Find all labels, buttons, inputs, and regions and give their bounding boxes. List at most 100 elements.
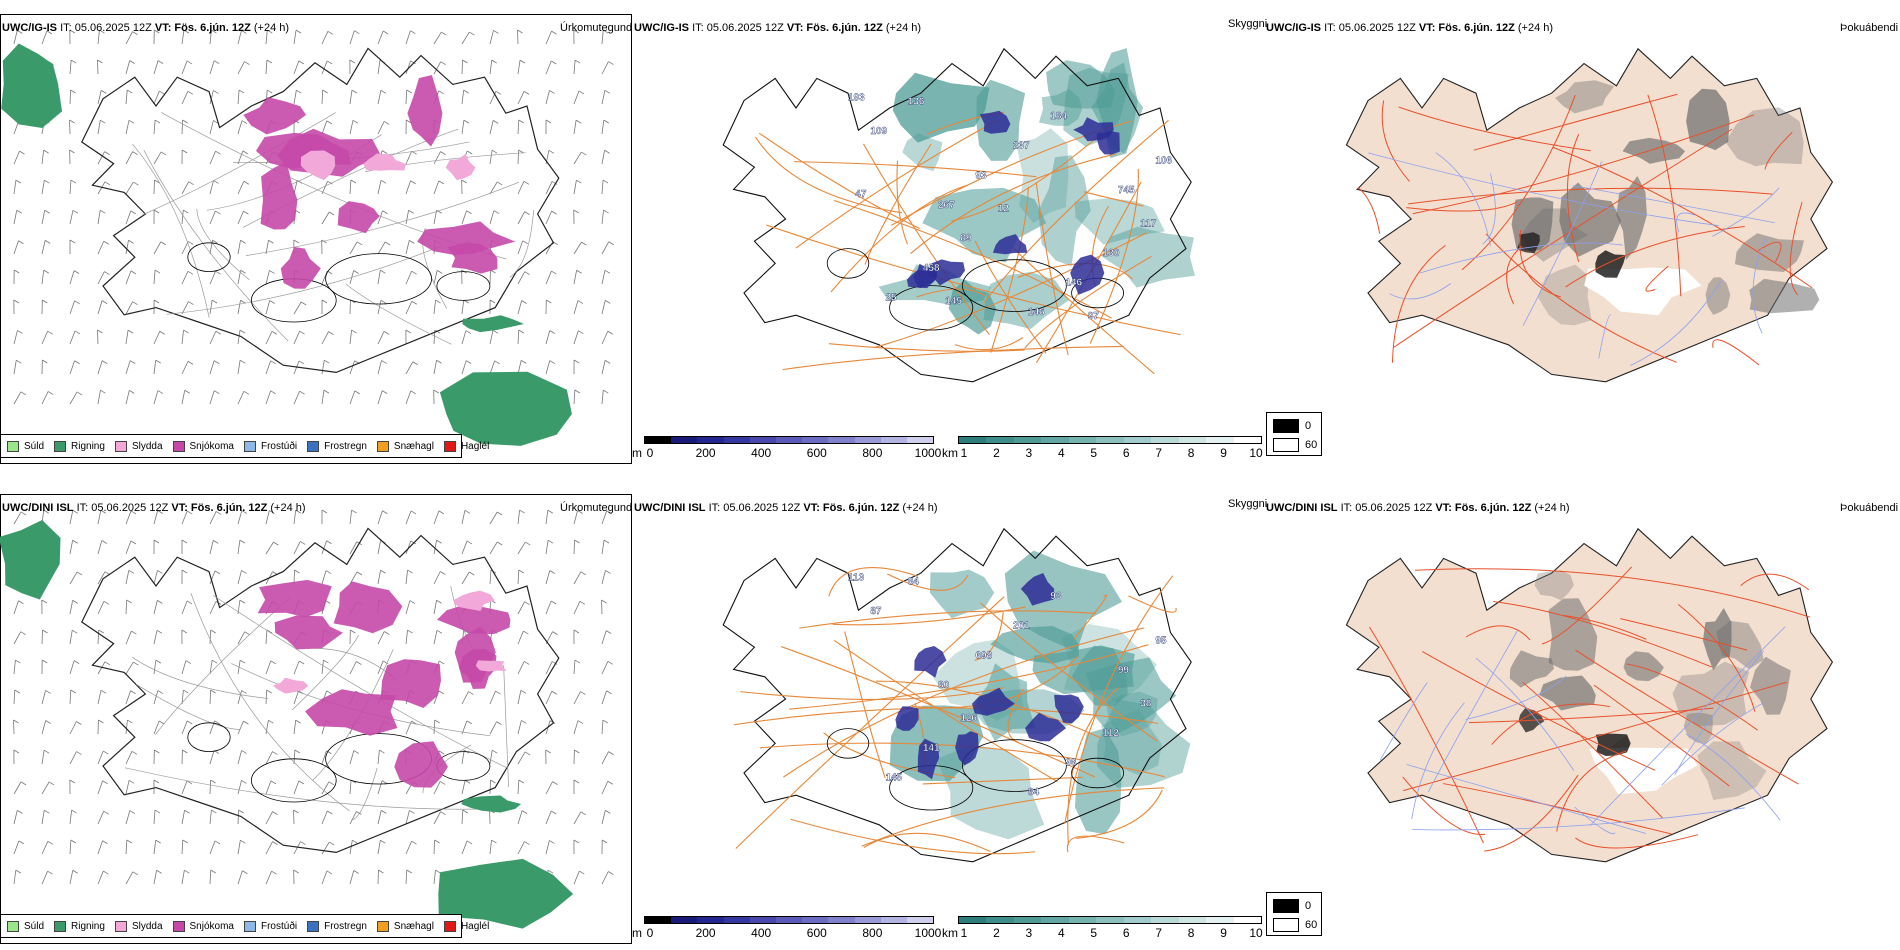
wind-barb-flag	[97, 59, 103, 64]
wind-barb-flag	[604, 89, 611, 94]
wind-barb-flag	[382, 510, 388, 515]
wind-barb-flag	[603, 389, 609, 394]
wind-barb	[13, 360, 17, 375]
wind-barb	[209, 60, 215, 75]
wind-barb	[545, 600, 552, 615]
visibility-colorbar-segment	[1068, 437, 1097, 443]
wind-barb	[209, 331, 217, 345]
wind-barb-flag	[382, 660, 389, 665]
wind-barb-flag	[129, 360, 136, 364]
wind-barb	[601, 120, 605, 135]
wind-barb-flag	[16, 209, 22, 214]
wind-barb-flag	[126, 839, 133, 844]
visibility-colorbar-segment	[1123, 437, 1152, 443]
road-line	[1128, 595, 1177, 613]
wind-barb	[377, 510, 383, 525]
wind-barb-flag	[74, 300, 80, 305]
fog-swatch-0	[1273, 899, 1299, 913]
wind-barb-flag	[577, 300, 584, 304]
wind-barb-flag	[606, 510, 612, 515]
wind-barb	[601, 150, 606, 165]
wind-barb	[377, 241, 386, 255]
wind-barb	[601, 241, 610, 255]
wind-barb-flag	[578, 330, 584, 335]
ceiling-value-label: 80	[938, 680, 950, 691]
wind-barb	[461, 809, 464, 825]
river-line	[1574, 806, 1616, 835]
swatch-frostregn	[307, 440, 320, 452]
wind-barb-flag	[69, 239, 76, 244]
visibility-colorbar-tick-label: 5	[1090, 926, 1098, 940]
wind-barb-flag	[327, 180, 333, 185]
wind-barb	[237, 570, 242, 585]
wind-barb-flag	[410, 30, 416, 35]
ceiling-colorbar-segment	[880, 437, 907, 443]
precip-map-layer	[1, 29, 614, 446]
road-line	[844, 631, 886, 779]
wind-barb-flag	[295, 29, 302, 34]
wind-barb-flag	[352, 119, 359, 124]
road-line	[782, 345, 1124, 371]
swatch-slydda	[114, 440, 127, 452]
wind-barb	[545, 570, 551, 585]
wind-barb-flag	[493, 120, 499, 124]
wind-barb	[349, 180, 352, 195]
wind-barb	[265, 841, 273, 855]
ceiling-value-label: 106	[1155, 156, 1172, 167]
wind-barb-flag	[299, 390, 305, 395]
wind-barb-flag	[213, 360, 220, 364]
road-line	[740, 687, 1004, 700]
wind-barb	[13, 810, 18, 825]
wind-barb	[41, 240, 46, 255]
wind-barb-flag	[44, 179, 50, 184]
wind-barb	[601, 180, 604, 195]
wind-barb-flag	[187, 241, 194, 245]
wind-barb	[405, 60, 412, 75]
road-line	[758, 132, 920, 229]
init-time: IT: 05.06.2025 12Z	[692, 22, 784, 34]
wind-barb	[153, 510, 159, 525]
wind-barb	[405, 89, 408, 105]
ceiling-value-label: 146	[1028, 307, 1045, 318]
wind-barb	[125, 90, 128, 105]
wind-barb	[349, 90, 353, 105]
wind-barb-flag	[549, 330, 555, 334]
wind-barb	[573, 180, 577, 195]
wind-barb-flag	[328, 781, 335, 786]
wind-barb	[181, 870, 185, 885]
ceiling-colorbar-tick-label: 600	[806, 446, 827, 460]
low-visibility-area	[983, 272, 1070, 329]
wind-barb	[349, 571, 358, 585]
wind-barb-flag	[407, 629, 413, 634]
wind-barb-flag	[183, 209, 189, 214]
wind-barb-flag	[132, 871, 139, 876]
wind-barb	[321, 570, 327, 585]
wind-barb	[69, 600, 74, 615]
road-line	[1484, 774, 1579, 852]
wind-barb	[13, 210, 18, 225]
wind-barb	[405, 151, 413, 165]
wind-barb	[461, 840, 468, 855]
wind-barb	[97, 271, 105, 285]
glacier-outline	[436, 271, 491, 301]
wind-barb-flag	[576, 269, 582, 274]
ceiling-value-label: 84	[908, 576, 920, 587]
visibility-colorbar-segment	[1123, 917, 1152, 923]
wind-barb	[125, 270, 132, 285]
lead-time: (+24 h)	[1517, 22, 1554, 34]
river-line	[1412, 807, 1745, 831]
wind-barb-flag	[215, 150, 221, 155]
wind-barb	[489, 181, 498, 195]
wind-barb	[153, 90, 160, 105]
glacier-area	[1584, 267, 1702, 316]
ceiling-colorbar-segment	[828, 917, 855, 923]
road-line	[864, 143, 932, 265]
wind-barb-flag	[45, 720, 51, 724]
ceiling-colorbar-segment	[723, 437, 750, 443]
swatch-snjokoma	[172, 920, 185, 932]
wind-barb-flag	[13, 719, 19, 724]
sleet-area	[452, 590, 495, 611]
road-line	[828, 343, 1025, 352]
wind-barb	[517, 541, 526, 555]
wind-barb-flag	[242, 870, 248, 875]
